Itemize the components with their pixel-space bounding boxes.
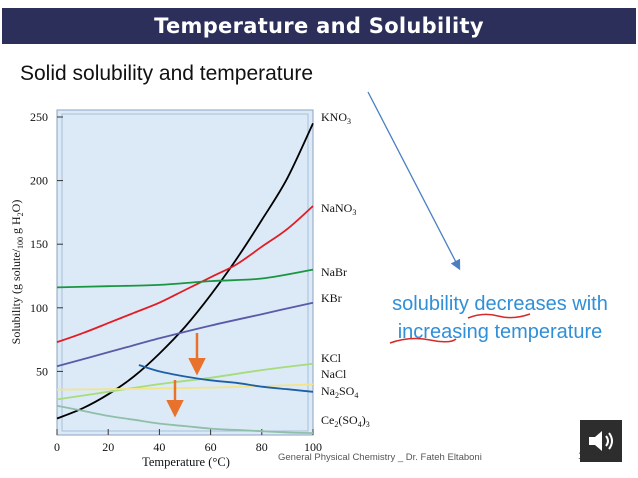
callout-text: solubility decreases with increasing tem… bbox=[364, 290, 636, 346]
y-tick-label: 50 bbox=[36, 364, 48, 378]
slide-title: Temperature and Solubility bbox=[154, 14, 484, 38]
series-line-na2so4 bbox=[138, 364, 314, 393]
series-label-kbr: KBr bbox=[321, 291, 342, 305]
footer-text: General Physical Chemistry _ Dr. Fateh E… bbox=[278, 452, 482, 463]
x-tick-label: 100 bbox=[304, 440, 322, 454]
series-label-kno3: KNO3​ bbox=[321, 110, 351, 126]
x-axis-title: Temperature (°C) bbox=[142, 455, 230, 469]
series-label-nacl: NaCl bbox=[321, 367, 347, 381]
x-tick-label: 40 bbox=[153, 440, 165, 454]
series-label-ce2-so4-3: Ce2​(SO4​)3​ bbox=[321, 413, 370, 429]
speaker-glyph bbox=[589, 431, 613, 451]
series-line-kcl bbox=[56, 362, 314, 401]
y-axis-title: Solubility (g solute/100​ g H2​O) bbox=[9, 200, 25, 345]
series-line-kbr bbox=[56, 301, 314, 368]
y-tick-label: 250 bbox=[30, 110, 48, 124]
callout-line-2: increasing temperature bbox=[397, 321, 603, 343]
series-line-ce2-so4-3 bbox=[56, 404, 314, 434]
x-tick-label: 60 bbox=[205, 440, 217, 454]
series-line-nano3 bbox=[56, 205, 314, 343]
callout-line-1: solubility decreases with bbox=[392, 293, 608, 315]
series-label-nano3: NaNO3​ bbox=[321, 201, 356, 217]
underline-decreases bbox=[467, 313, 531, 319]
x-tick-label: 0 bbox=[54, 440, 60, 454]
series-label-nabr: NaBr bbox=[321, 265, 347, 279]
y-tick-label: 100 bbox=[30, 301, 48, 315]
series-label-kcl: KCl bbox=[321, 351, 342, 365]
plot-inner-border bbox=[61, 113, 309, 432]
series-line-nacl bbox=[56, 383, 314, 391]
y-tick-label: 150 bbox=[30, 237, 48, 251]
y-tick-label: 200 bbox=[30, 174, 48, 188]
slide-subtitle: Solid solubility and temperature bbox=[20, 62, 313, 85]
title-bar: Temperature and Solubility bbox=[2, 8, 636, 44]
x-tick-label: 80 bbox=[256, 440, 268, 454]
series-line-kno3 bbox=[56, 123, 314, 420]
series-line-nabr bbox=[56, 268, 314, 289]
x-tick-label: 20 bbox=[102, 440, 114, 454]
series-label-na2so4: Na2​SO4​ bbox=[321, 384, 358, 400]
underline-increasing bbox=[389, 337, 457, 344]
callout-pointer-arrow bbox=[367, 91, 461, 271]
speaker-icon[interactable] bbox=[580, 420, 622, 462]
